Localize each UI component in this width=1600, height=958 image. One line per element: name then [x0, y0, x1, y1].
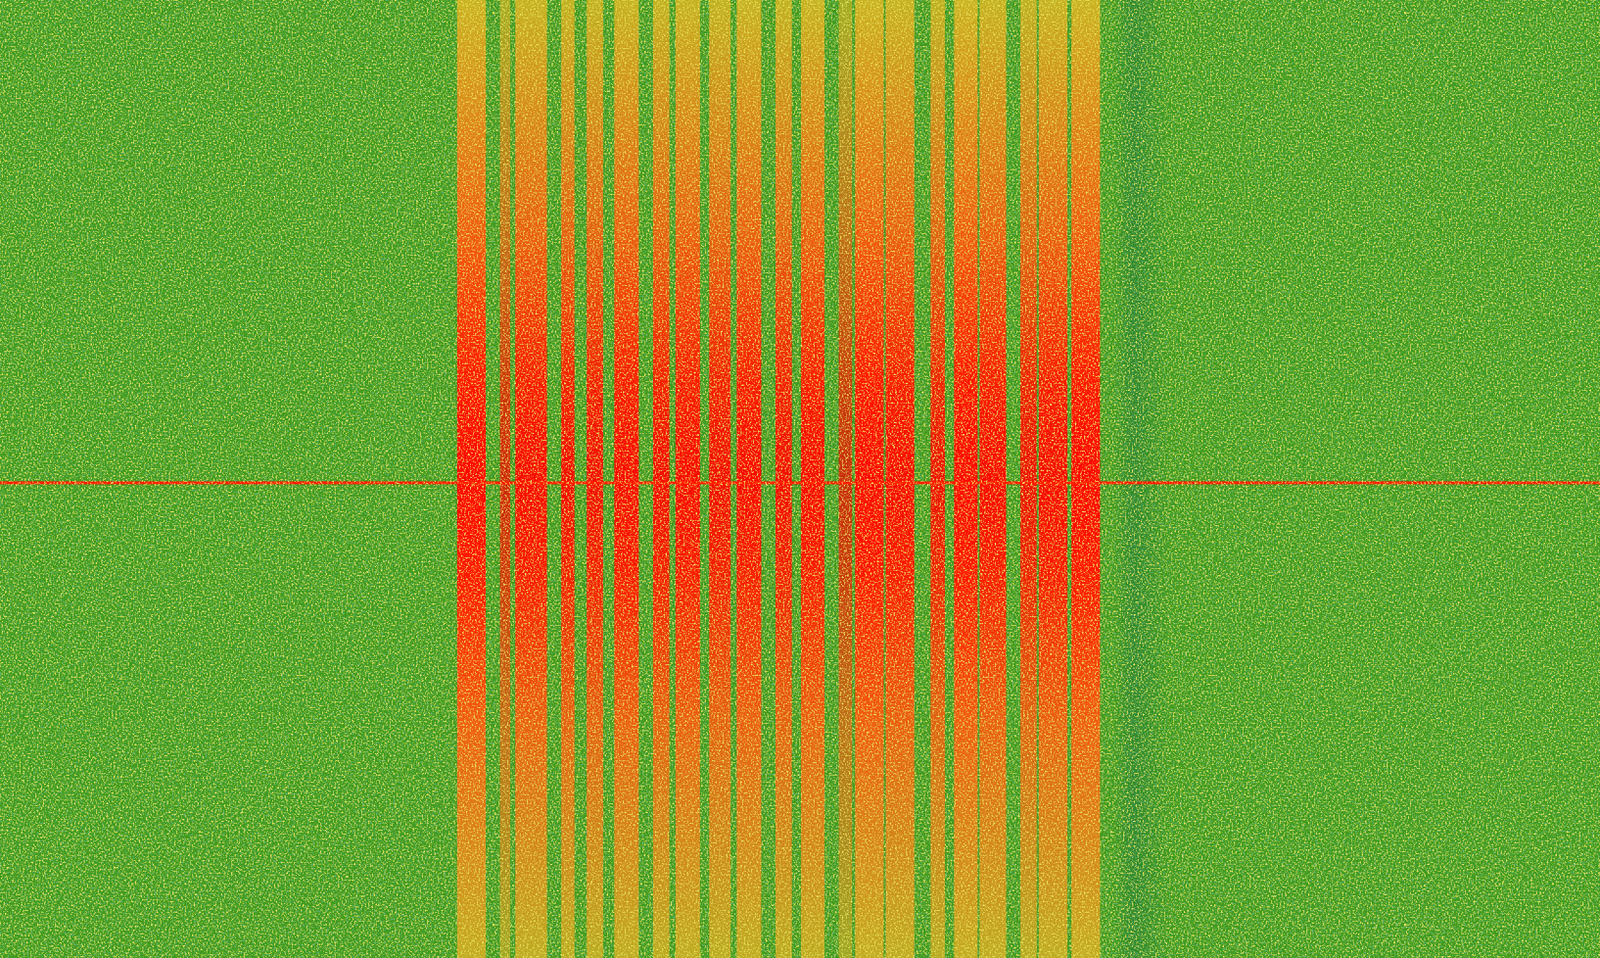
signal-band: [886, 0, 915, 958]
signal-band: [457, 0, 486, 958]
signal-band: [586, 0, 604, 958]
signal-band: [515, 0, 547, 958]
signal-band: [979, 0, 1006, 958]
noise-light: [0, 0, 1600, 958]
signal-band: [1020, 0, 1037, 958]
signal-band: [1038, 0, 1068, 958]
signal-band: [775, 0, 793, 958]
signal-band: [800, 0, 825, 958]
signal-band: [930, 0, 945, 958]
signal-band: [839, 0, 853, 958]
signal-band: [736, 0, 761, 958]
signal-band: [854, 0, 884, 958]
signal-band: [653, 0, 670, 958]
signal-band: [953, 0, 978, 958]
signal-band: [675, 0, 701, 958]
signal-band: [1071, 0, 1100, 958]
spectrogram: [0, 0, 1600, 958]
plot-area: [0, 0, 1600, 958]
center-line: [0, 480, 1600, 484]
signal-band: [708, 0, 731, 958]
background: [0, 0, 1600, 958]
signal-band: [613, 0, 639, 958]
signal-band: [500, 0, 511, 958]
signal-band: [561, 0, 575, 958]
dim-band: [1114, 0, 1169, 958]
noise-dark: [0, 0, 1600, 958]
